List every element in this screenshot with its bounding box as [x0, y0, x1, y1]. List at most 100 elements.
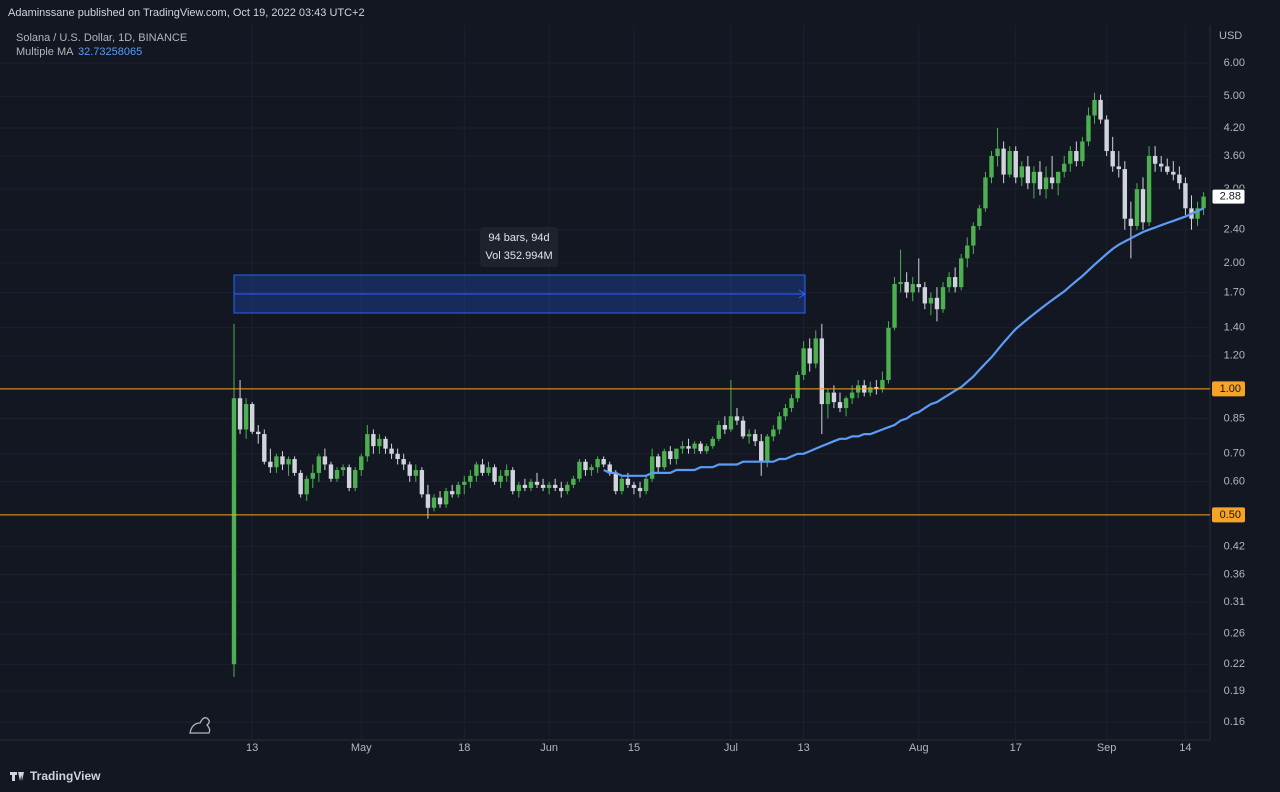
y-tick-label: 2.40 [1224, 224, 1245, 236]
candle-body [946, 277, 952, 288]
candle-body [480, 464, 485, 473]
candle-body [934, 297, 940, 310]
candle-body [692, 443, 697, 449]
candle-body [546, 484, 552, 488]
candle-body [552, 484, 558, 488]
candle-body [431, 497, 437, 508]
horizontal-line-label-bg [1212, 381, 1245, 397]
candle-body [989, 156, 994, 178]
candle-body [589, 467, 594, 471]
candle-body [722, 424, 728, 430]
candle-body [995, 148, 1000, 157]
footer-brand: TradingView [30, 769, 101, 783]
candle-body [595, 459, 600, 468]
candle-body [965, 245, 970, 259]
candle-body [1080, 141, 1085, 162]
candle-body [1031, 171, 1037, 184]
candle-body [728, 416, 734, 430]
candle-body [310, 472, 315, 479]
y-tick-label: 1.20 [1224, 350, 1245, 362]
candle-body [759, 441, 764, 462]
candle-body [237, 398, 243, 430]
x-tick-label: 14 [1179, 742, 1191, 754]
candle-body [583, 461, 588, 471]
candle-body [916, 284, 921, 288]
marks [231, 92, 1206, 678]
candle-body [504, 470, 509, 476]
measure-tooltip [480, 227, 558, 267]
candle-body [1104, 119, 1109, 152]
y-tick-label: 0.31 [1224, 596, 1245, 608]
horizontal-line-label: 0.50 [1220, 509, 1241, 521]
candle-body [1019, 166, 1024, 178]
candle-body [1055, 171, 1061, 184]
candle-body [656, 456, 661, 468]
candle-body [249, 404, 255, 432]
candle-body [698, 443, 703, 452]
candle-body [1158, 163, 1164, 167]
candle-body [662, 451, 667, 468]
candle-body [928, 297, 934, 304]
candle-body [286, 459, 291, 465]
candle-body [1128, 218, 1134, 226]
candle-body [1062, 163, 1067, 172]
candle-body [631, 484, 637, 488]
candle-body [1025, 166, 1031, 184]
candle-body [383, 438, 388, 449]
candle-body [1068, 151, 1073, 164]
y-tick-label: 4.20 [1224, 122, 1245, 134]
candle-body [1195, 208, 1200, 219]
candle-body [637, 487, 643, 492]
candle-body [789, 398, 794, 409]
candle-body [904, 282, 909, 293]
candle-body [468, 475, 473, 482]
candle-body [571, 478, 576, 485]
y-tick-label: 0.19 [1224, 685, 1245, 697]
y-tick-label: 5.00 [1224, 90, 1245, 102]
y-tick-label: 0.16 [1224, 716, 1245, 728]
candle-body [425, 494, 431, 508]
candle-body [492, 467, 497, 482]
candle-body [1177, 174, 1182, 184]
candle-body [765, 436, 770, 462]
candle-body [298, 472, 303, 495]
candle-body [443, 491, 449, 505]
candle-body [819, 338, 825, 405]
candle-body [577, 461, 582, 479]
candle-body [1152, 156, 1158, 164]
candle-body [377, 438, 382, 447]
candle-body [1183, 183, 1188, 209]
measure-bars: 94 bars, 94d [488, 232, 549, 244]
candle-body [540, 484, 546, 488]
candle-body [668, 451, 673, 460]
candle-body [649, 456, 655, 479]
footer-logo [10, 772, 24, 781]
candle-body [607, 464, 612, 473]
candle-body [407, 464, 412, 476]
measure-volume: Vol 352.994M [485, 250, 552, 262]
symbol-title: Solana / U.S. Dollar, 1D, BINANCE [16, 32, 187, 44]
candle-body [395, 453, 400, 460]
candle-body [1037, 171, 1043, 190]
candle-body [1110, 151, 1115, 167]
candle-body [1165, 166, 1170, 172]
candle-body [886, 327, 891, 381]
candle-body [1146, 156, 1152, 223]
candle-body [795, 374, 800, 399]
candle-body [1098, 99, 1103, 120]
candle-body [1086, 115, 1091, 142]
candle-body [910, 284, 915, 293]
x-tick-label: Jul [724, 742, 738, 754]
candle-body [1092, 99, 1097, 116]
y-tick-label: 0.70 [1224, 448, 1245, 460]
candle-body [528, 481, 534, 488]
x-tick-label: 17 [1010, 742, 1022, 754]
candle-body [401, 459, 406, 465]
candle-body [1134, 189, 1140, 226]
candle-body [643, 478, 649, 492]
ma-legend-name: Multiple MA [16, 46, 74, 58]
last-price-label: 2.88 [1220, 190, 1241, 202]
y-tick-label: 6.00 [1224, 57, 1245, 69]
candle-body [710, 438, 715, 447]
candle-body [256, 431, 261, 435]
